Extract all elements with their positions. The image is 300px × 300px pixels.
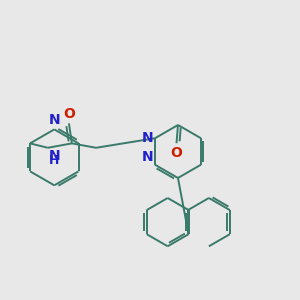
Text: N: N [49,149,61,163]
Text: O: O [171,146,182,160]
Text: N: N [49,113,60,127]
Text: N: N [142,130,153,145]
Text: N: N [142,149,154,164]
Text: H: H [49,154,59,167]
Text: O: O [63,107,75,121]
